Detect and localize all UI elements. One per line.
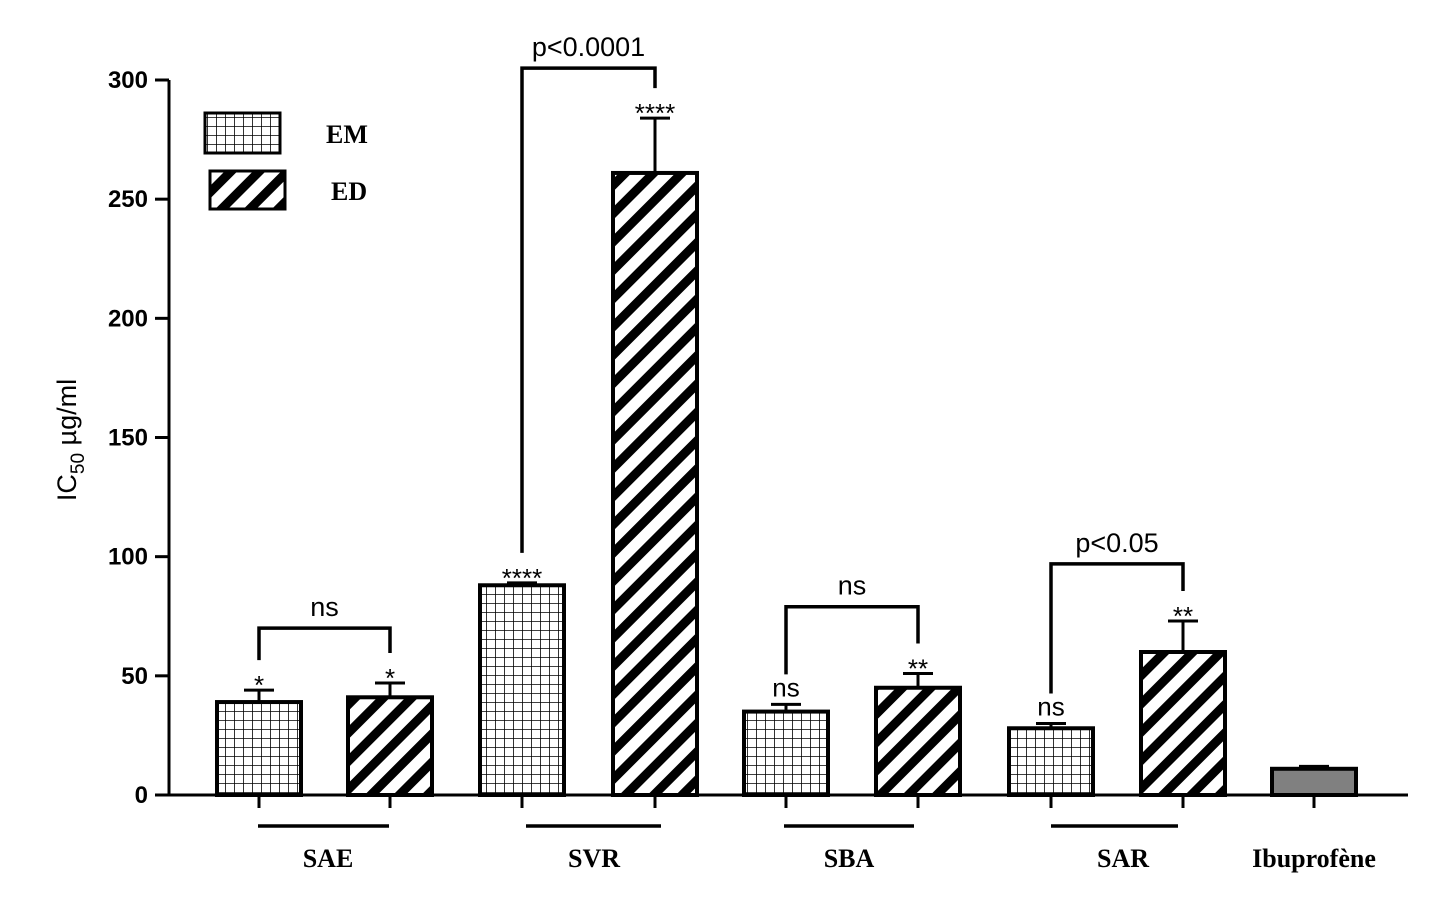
significance-label: ns bbox=[772, 672, 799, 702]
comparison-label: p<0.0001 bbox=[532, 32, 645, 62]
comparison-bracket bbox=[784, 604, 920, 675]
group-label: Ibuprofène bbox=[1252, 844, 1376, 873]
comparison-brackets: ns p<0.0001 ns p<0.05 bbox=[257, 32, 1185, 694]
y-tick-label: 250 bbox=[108, 186, 148, 213]
bar-ed bbox=[346, 695, 434, 797]
legend: EM ED bbox=[203, 111, 368, 211]
significance-label: ns bbox=[1037, 692, 1064, 722]
group-label: SVR bbox=[568, 844, 620, 873]
comparison-bracket bbox=[520, 66, 657, 553]
significance-label: * bbox=[385, 663, 395, 693]
significance-label: * bbox=[254, 670, 264, 700]
y-tick-label: 50 bbox=[121, 663, 148, 690]
bar-em bbox=[742, 709, 830, 797]
y-axis-label: IC50 µg/ml bbox=[52, 379, 89, 501]
legend-label-em: EM bbox=[326, 120, 368, 149]
group-labels: SAE SVR SBA SAR Ibuprofène bbox=[257, 795, 1376, 873]
comparison-label: ns bbox=[310, 592, 339, 622]
bar-em bbox=[1007, 726, 1095, 797]
group-label: SBA bbox=[824, 844, 875, 873]
bars bbox=[215, 170, 1358, 797]
legend-label-ed: ED bbox=[331, 177, 367, 206]
legend-swatch-ed bbox=[208, 169, 287, 211]
significance-label: **** bbox=[635, 98, 675, 128]
legend-swatch-em bbox=[203, 111, 282, 155]
significance-label: ** bbox=[1173, 601, 1193, 631]
bar-em bbox=[215, 700, 303, 797]
significance-label: **** bbox=[502, 563, 542, 593]
bar-ibuprofène bbox=[1270, 766, 1358, 797]
bar-ed bbox=[611, 170, 699, 797]
comparison-label: p<0.05 bbox=[1075, 528, 1158, 558]
error-bars bbox=[244, 116, 1329, 769]
bar-ed bbox=[1139, 650, 1227, 797]
y-ticks: 0 50 100 150 200 250 300 bbox=[108, 67, 169, 809]
group-label: SAR bbox=[1097, 844, 1149, 873]
y-tick-label: 150 bbox=[108, 425, 148, 452]
comparison-bracket bbox=[1049, 562, 1185, 694]
group-label: SAE bbox=[303, 844, 354, 873]
comparison-label: ns bbox=[838, 571, 867, 601]
y-tick-label: 200 bbox=[108, 305, 148, 332]
significance-marks: * *********ns**ns** bbox=[254, 98, 1193, 721]
y-tick-label: 100 bbox=[108, 544, 148, 571]
y-tick-label: 300 bbox=[108, 67, 148, 94]
comparison-bracket bbox=[257, 626, 392, 661]
bar-ed bbox=[874, 685, 962, 797]
bar-em bbox=[478, 583, 566, 797]
y-tick-label: 0 bbox=[135, 782, 148, 809]
significance-label: ** bbox=[908, 653, 928, 683]
